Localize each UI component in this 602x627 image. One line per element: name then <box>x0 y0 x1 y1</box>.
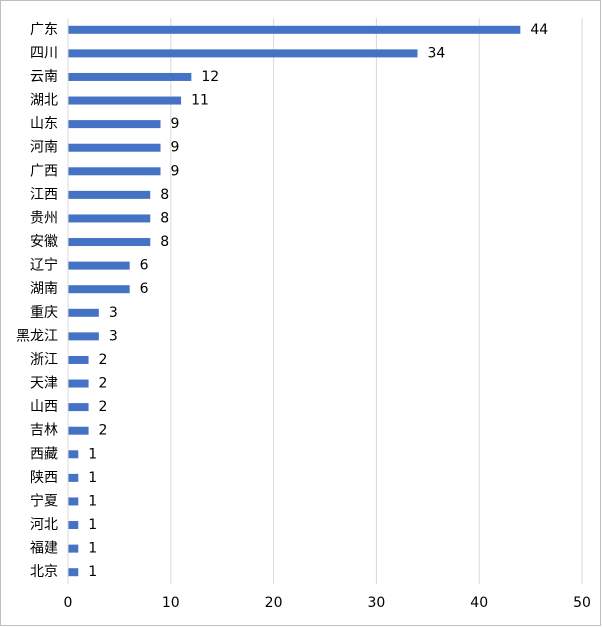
x-tick-label: 40 <box>470 595 488 611</box>
y-tick-label: 云南 <box>30 69 58 85</box>
bar <box>68 473 79 482</box>
data-label: 8 <box>160 187 169 203</box>
y-tick-label: 贵州 <box>30 210 58 226</box>
y-tick-label: 吉林 <box>30 423 58 439</box>
bar <box>68 238 151 247</box>
data-label: 8 <box>160 234 169 250</box>
x-tick-label: 30 <box>367 595 385 611</box>
bar <box>68 544 79 553</box>
data-label: 2 <box>99 352 108 368</box>
bar <box>68 96 182 105</box>
y-tick-label: 福建 <box>30 541 58 557</box>
data-label: 9 <box>171 116 180 132</box>
bar <box>68 379 89 388</box>
data-label: 2 <box>99 423 108 439</box>
x-tick-label: 50 <box>573 595 591 611</box>
data-label: 1 <box>88 517 97 533</box>
bar <box>68 120 161 129</box>
data-label: 3 <box>109 328 118 344</box>
bar <box>68 214 151 223</box>
bar <box>68 355 89 364</box>
data-label: 1 <box>88 446 97 462</box>
y-tick-label: 四川 <box>30 45 58 61</box>
data-label: 1 <box>88 541 97 557</box>
y-tick-label: 广东 <box>30 22 58 38</box>
y-tick-label: 西藏 <box>30 446 58 462</box>
bar <box>68 403 89 412</box>
data-label: 9 <box>171 140 180 156</box>
data-label: 12 <box>201 69 219 85</box>
bar <box>68 190 151 199</box>
x-tick-label: 10 <box>162 595 180 611</box>
data-label: 34 <box>428 45 446 61</box>
bar <box>68 497 79 506</box>
data-label: 8 <box>160 210 169 226</box>
y-tick-label: 山东 <box>30 116 58 132</box>
y-tick-label: 江西 <box>30 187 58 203</box>
data-label: 3 <box>109 305 118 321</box>
data-label: 2 <box>99 399 108 415</box>
bar <box>68 285 130 294</box>
data-label: 6 <box>140 281 149 297</box>
data-label: 9 <box>171 163 180 179</box>
y-tick-label: 重庆 <box>30 305 58 321</box>
bar <box>68 308 99 317</box>
x-tick-label: 0 <box>64 595 73 611</box>
y-tick-label: 陕西 <box>30 470 58 486</box>
bar <box>68 25 521 34</box>
y-tick-label: 广西 <box>30 163 58 179</box>
bar <box>68 426 89 435</box>
y-tick-label: 北京 <box>30 564 58 580</box>
bar <box>68 72 192 81</box>
data-label: 2 <box>99 376 108 392</box>
y-tick-label: 黑龙江 <box>16 328 58 344</box>
y-tick-label: 湖北 <box>30 93 58 109</box>
bar <box>68 167 161 176</box>
data-label: 1 <box>88 564 97 580</box>
data-label: 1 <box>88 493 97 509</box>
y-tick-label: 山西 <box>30 399 58 415</box>
y-tick-label: 河南 <box>30 140 58 156</box>
y-tick-label: 河北 <box>30 517 58 533</box>
data-label: 6 <box>140 258 149 274</box>
data-label: 11 <box>191 93 209 109</box>
bar <box>68 450 79 459</box>
y-tick-label: 宁夏 <box>30 492 58 509</box>
y-tick-label: 辽宁 <box>30 257 58 274</box>
bar <box>68 49 418 58</box>
data-label: 1 <box>88 470 97 486</box>
y-tick-label: 浙江 <box>30 352 58 368</box>
bar <box>68 332 99 341</box>
y-tick-label: 湖南 <box>30 281 58 297</box>
bar <box>68 261 130 270</box>
bar <box>68 143 161 152</box>
data-label: 44 <box>530 22 548 38</box>
bar <box>68 568 79 577</box>
y-tick-label: 安徽 <box>30 234 58 250</box>
y-tick-label: 天津 <box>30 376 58 392</box>
x-tick-label: 20 <box>265 595 283 611</box>
bar <box>68 521 79 530</box>
